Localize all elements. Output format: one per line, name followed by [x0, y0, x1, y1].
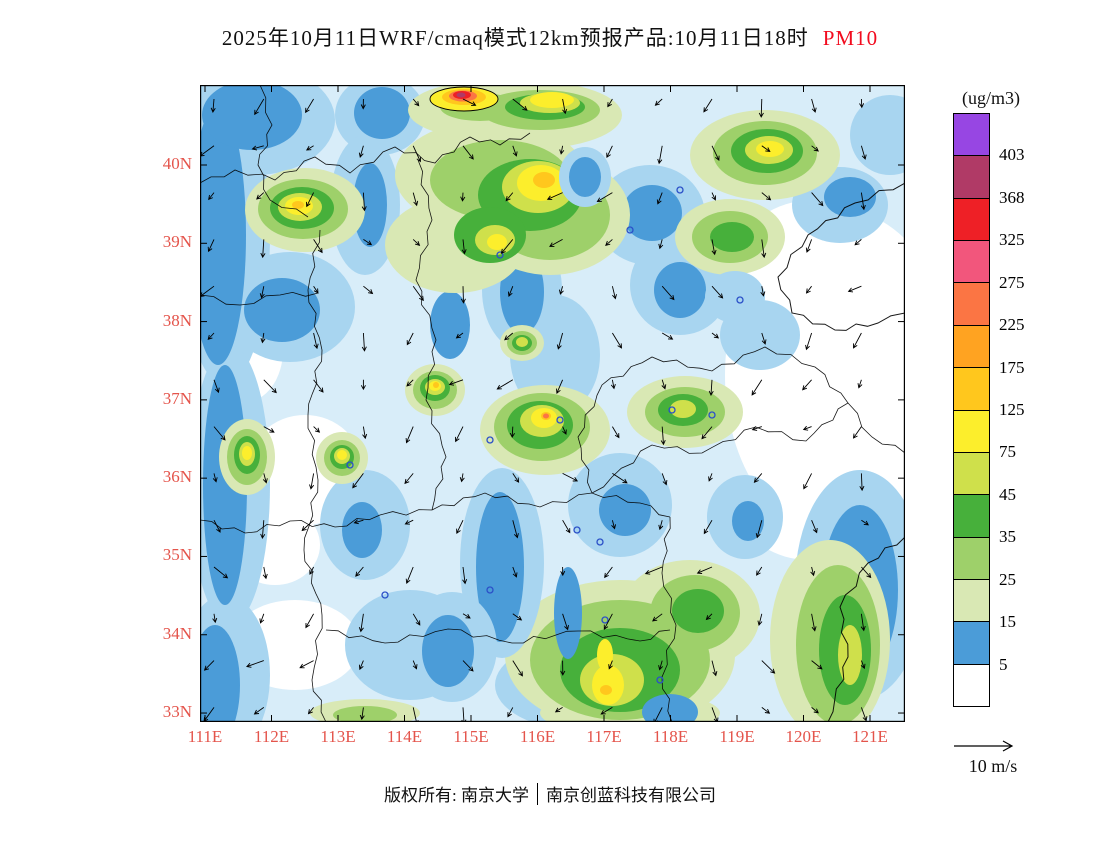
wind-reference-label: 10 m/s — [968, 756, 1018, 776]
lon-label: 120E — [785, 727, 822, 746]
pollutant-label: PM10 — [822, 26, 879, 50]
colorbar-cell — [954, 537, 989, 580]
colorbar-tick-label: 5 — [999, 654, 1008, 674]
colorbar-cell — [954, 241, 989, 284]
colorbar-cells — [953, 113, 990, 707]
colorbar-cell — [954, 156, 989, 199]
colorbar-tick-label: 403 — [999, 145, 1025, 165]
copyright-bar: 版权所有: 南京大学 南京创蓝科技有限公司 — [0, 781, 1100, 806]
province-borders — [200, 85, 905, 722]
colorbar-tick-label: 45 — [999, 484, 1016, 504]
chart-title: 2025年10月11日WRF/cmaq模式12km预报产品:10月11日18时 P… — [0, 22, 1100, 52]
map-panel — [200, 85, 905, 722]
colorbar: 403 368 325 275 225 175 125 75 45 35 25 15 5 — [953, 113, 1073, 707]
colorbar-cell — [954, 283, 989, 326]
lon-label: 118E — [652, 727, 689, 746]
colorbar-unit: (ug/m3) — [962, 88, 1020, 108]
colorbar-tick-label: 275 — [999, 272, 1025, 292]
colorbar-cell — [954, 495, 989, 538]
lat-label: 39N — [162, 232, 192, 252]
colorbar-cell — [954, 579, 989, 623]
lon-label: 119E — [719, 727, 755, 746]
chart-title-text: 2025年10月11日WRF/cmaq模式12km预报产品:10月11日18时 — [221, 26, 809, 50]
pm10-map — [200, 85, 905, 722]
map-frame — [200, 85, 905, 722]
copyright-company: 南京创蓝科技有限公司 — [545, 786, 716, 805]
copyright-owner: 版权所有: 南京大学 — [384, 786, 529, 805]
lat-label: 40N — [162, 154, 192, 173]
pm10-hotspot — [429, 86, 549, 419]
colorbar-cell — [954, 664, 989, 707]
lat-label: 36N — [162, 467, 192, 487]
colorbar-cell — [954, 198, 989, 242]
colorbar-tick-label: 325 — [999, 230, 1025, 250]
lon-label: 114E — [386, 727, 423, 746]
colorbar-cell — [954, 410, 989, 453]
lon-label: 116E — [519, 727, 556, 746]
colorbar-tick-label: 368 — [999, 187, 1025, 207]
wind-reference-arrow — [954, 740, 1014, 752]
colorbar-tick-label: 225 — [999, 315, 1025, 335]
lon-label: 112E — [253, 727, 290, 746]
colorbar-tick-label: 35 — [999, 527, 1016, 547]
lat-label: 37N — [162, 388, 192, 408]
lon-label: 113E — [320, 727, 356, 746]
pm10-level-gold — [292, 172, 612, 695]
pm10-overlay-blue — [407, 147, 765, 722]
colorbar-tick-label: 15 — [999, 612, 1016, 632]
city-markers — [346, 186, 744, 684]
colorbar-cell — [954, 325, 989, 369]
wind-vectors — [200, 98, 872, 722]
lat-label: 33N — [162, 702, 192, 722]
lon-label: 121E — [852, 727, 888, 746]
lon-label: 117E — [586, 727, 622, 746]
lon-label: 115E — [453, 727, 489, 746]
colorbar-tick-label: 25 — [999, 569, 1016, 589]
lat-label: 38N — [162, 310, 192, 330]
colorbar-tick-label: 75 — [999, 442, 1016, 462]
lat-label: 34N — [162, 623, 192, 643]
colorbar-tick-label: 175 — [999, 357, 1025, 377]
colorbar-cell — [954, 368, 989, 411]
colorbar-tick-label: 125 — [999, 400, 1025, 419]
lon-label: 111E — [187, 727, 223, 746]
lat-label: 35N — [162, 545, 192, 565]
colorbar-cell — [954, 452, 989, 496]
copyright-divider — [536, 782, 538, 805]
colorbar-cell — [954, 622, 989, 665]
colorbar-cell — [954, 114, 989, 157]
